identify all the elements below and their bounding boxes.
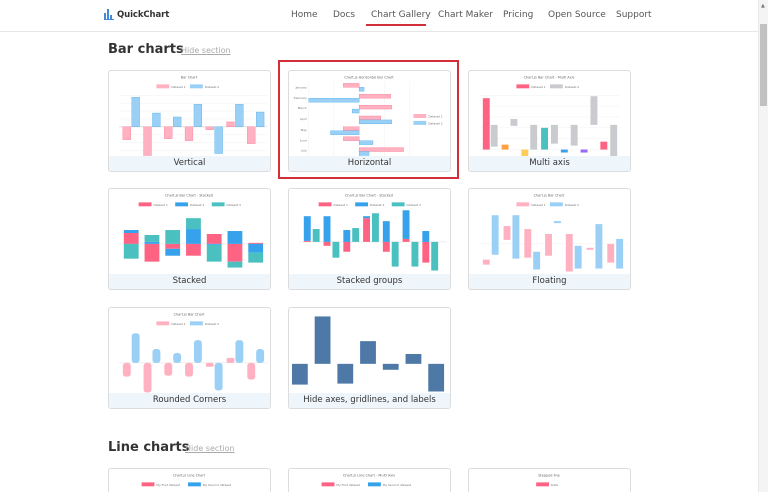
svg-text:Bar Chart: Bar Chart [181,75,198,79]
multi-axis-bar-chart-thumbnail: Chart.js Bar Chart - Multi Axis Dataset … [478,75,620,158]
nav-support[interactable]: Support [616,10,652,20]
card-line-chart[interactable]: Chart.js Line Chart My First dataset My … [108,468,271,492]
svg-text:Dataset 2: Dataset 2 [565,85,580,89]
svg-text:Chart.js Bar Chart - Stacked: Chart.js Bar Chart - Stacked [345,193,393,197]
svg-text:Chart.js Line Chart: Chart.js Line Chart [173,473,206,477]
nav-chart-gallery[interactable]: Chart Gallery [371,10,431,20]
nav-links: Home Docs Chart Gallery Chart Maker Pric… [0,10,758,30]
svg-text:July: July [300,149,307,153]
card-line-multi-axis[interactable]: Chart.js Line Chart - Multi Axis My Firs… [288,468,451,492]
svg-text:Dataset 2: Dataset 2 [565,203,580,207]
svg-text:Stepped line: Stepped line [538,473,560,477]
quickchart-logo-icon [104,9,114,20]
svg-text:My First dataset: My First dataset [156,483,180,487]
svg-text:Dataset 2: Dataset 2 [428,121,443,125]
card-label: Vertical [109,156,270,171]
svg-text:May: May [301,128,307,132]
card-horizontal[interactable]: Chart.js Horizontal Bar Chart January Feb… [288,70,451,172]
nav-pricing[interactable]: Pricing [503,10,534,20]
line-multi-axis-thumbnail: Chart.js Line Chart - Multi Axis My Firs… [321,473,412,487]
stepped-line-thumbnail: Stepped line Data [536,473,560,487]
selected-card-highlight [278,60,459,179]
hide-section-line-charts[interactable]: Hide section [185,444,235,453]
brand-name: QuickChart [117,9,170,20]
page-scrollbar[interactable]: ▲ [758,0,768,492]
nav-chart-maker[interactable]: Chart Maker [438,10,494,20]
line-chart-thumbnail: Chart.js Line Chart My First dataset My … [141,473,232,487]
svg-text:March: March [298,106,307,110]
nav-home[interactable]: Home [291,10,318,20]
svg-text:Chart.js Line Chart - Multi Ax: Chart.js Line Chart - Multi Axis [343,473,395,477]
rounded-corners-bar-chart-thumbnail: Chart.js Bar Chart Dataset 1 Dataset 2 [118,312,268,393]
svg-text:Dataset 1: Dataset 1 [531,85,546,89]
svg-text:Dataset 1: Dataset 1 [531,203,546,207]
stacked-bar-chart-thumbnail: Chart.js Bar Chart - Stacked Dataset 1 D… [118,193,268,268]
svg-text:April: April [300,117,307,121]
svg-text:Data: Data [551,483,558,487]
svg-text:Dataset 2: Dataset 2 [370,203,385,207]
card-rounded-corners[interactable]: Chart.js Bar Chart Dataset 1 Dataset 2 R… [108,307,271,409]
svg-text:Dataset 2: Dataset 2 [205,85,220,89]
card-vertical[interactable]: Bar Chart Dataset 1 Dataset 2 Vertical [108,70,271,172]
hide-axes-bar-chart-thumbnail [291,316,445,392]
card-multi-axis[interactable]: Chart.js Bar Chart - Multi Axis Dataset … [468,70,631,172]
card-stacked-groups[interactable]: Chart.js Bar Chart - Stacked Dataset 1 D… [288,188,451,290]
section-title-bar-charts: Bar charts [108,42,184,57]
active-nav-underline [366,24,426,26]
card-label: Stacked groups [289,274,450,289]
svg-text:Chart.js Bar Chart - Stacked: Chart.js Bar Chart - Stacked [165,193,213,197]
svg-text:January: January [295,85,307,89]
card-label: Floating [469,274,630,289]
svg-text:Dataset 3: Dataset 3 [407,203,422,207]
nav-open-source[interactable]: Open Source [548,10,606,20]
card-label: Stacked [109,274,270,289]
card-stacked[interactable]: Chart.js Bar Chart - Stacked Dataset 1 D… [108,188,271,290]
svg-text:My Second dataset: My Second dataset [203,483,232,487]
nav-docs[interactable]: Docs [333,10,356,20]
card-label: Horizontal [289,156,450,171]
svg-text:Dataset 1: Dataset 1 [171,85,186,89]
navbar: QuickChart Home Docs Chart Gallery Chart… [0,0,758,32]
svg-text:Dataset 3: Dataset 3 [227,203,242,207]
card-floating[interactable]: Chart.js Bar Chart Dataset 1 Dataset 2 F… [468,188,631,290]
floating-bar-chart-thumbnail: Chart.js Bar Chart Dataset 1 Dataset 2 [478,193,628,272]
card-hide-axes[interactable]: Hide axes, gridlines, and labels [288,307,451,409]
svg-text:Dataset 2: Dataset 2 [190,203,205,207]
scroll-thumb[interactable] [760,24,767,106]
svg-text:My Second dataset: My Second dataset [383,483,412,487]
svg-text:Dataset 1: Dataset 1 [428,114,443,118]
svg-text:Chart.js Bar Chart: Chart.js Bar Chart [534,193,565,197]
svg-text:My First dataset: My First dataset [336,483,360,487]
svg-text:June: June [299,139,307,143]
svg-text:Dataset 2: Dataset 2 [205,322,220,326]
scroll-up-arrow-icon[interactable]: ▲ [761,3,765,9]
svg-text:February: February [294,96,307,100]
stacked-groups-bar-chart-thumbnail: Chart.js Bar Chart - Stacked Dataset 1 D… [298,193,448,271]
svg-text:Chart.js Horizontal Bar Chart: Chart.js Horizontal Bar Chart [344,75,394,79]
svg-text:Chart.js Bar Chart: Chart.js Bar Chart [174,312,205,316]
card-label: Hide axes, gridlines, and labels [289,393,450,408]
section-title-line-charts: Line charts [108,440,190,455]
svg-text:Dataset 1: Dataset 1 [153,203,168,207]
svg-text:Dataset 1: Dataset 1 [333,203,348,207]
card-label: Rounded Corners [109,393,270,408]
svg-text:Chart.js Bar Chart - Multi Axi: Chart.js Bar Chart - Multi Axis [524,75,575,79]
horizontal-bar-chart-thumbnail: Chart.js Horizontal Bar Chart January Feb… [294,75,443,157]
hide-section-bar-charts[interactable]: Hide section [181,46,231,55]
card-stepped-line[interactable]: Stepped line Data [468,468,631,492]
card-label: Multi axis [469,156,630,171]
vertical-bar-chart-thumbnail: Bar Chart Dataset 1 Dataset 2 [118,75,268,156]
brand[interactable]: QuickChart [104,9,169,20]
svg-text:Dataset 1: Dataset 1 [171,322,186,326]
